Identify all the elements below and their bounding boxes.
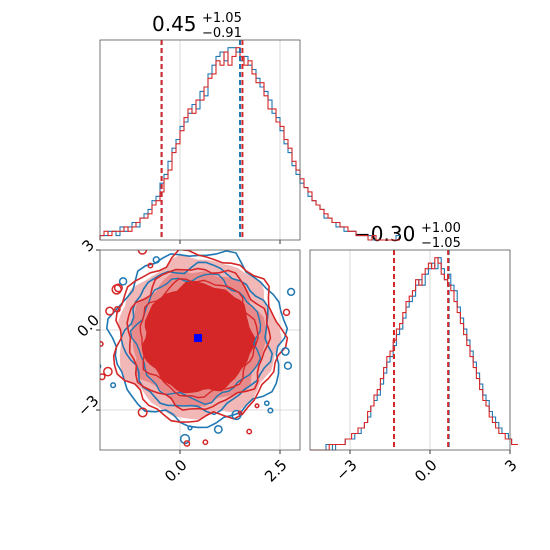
contour-line-red-inner [139, 278, 259, 399]
x-tick-label: 3 [501, 456, 520, 475]
x-tick-label: −3 [332, 456, 360, 484]
title-y-median: −0.30 [354, 222, 415, 246]
contour-island [213, 424, 223, 434]
contour-island [100, 373, 106, 381]
marginal-y-panel: −3 0.0 3 [309, 249, 521, 486]
contour-island [237, 410, 243, 416]
contour-island [282, 308, 291, 317]
contour-island [137, 407, 148, 418]
marginal-x-panel [99, 39, 400, 244]
truth-marker [194, 334, 202, 342]
histogram-series-red [99, 47, 400, 241]
contour-island [281, 347, 290, 356]
histogram-series-blue [99, 47, 400, 241]
x-tick-label: 2.5 [261, 456, 291, 486]
histogram-series-blue [310, 257, 518, 451]
contour-line-red-outer [112, 250, 289, 423]
contour-island [100, 363, 102, 370]
contour-line-blue-inner [129, 273, 262, 406]
panel-frame [99, 249, 301, 451]
contour-island [187, 425, 193, 431]
contour-island [147, 262, 154, 269]
title-x-minus: −0.91 [202, 26, 242, 41]
contour-island [100, 313, 101, 315]
contour-island [263, 400, 270, 407]
contour-island [183, 440, 191, 447]
y-tick-label: 3 [79, 236, 98, 255]
title-x: 0.45 +1.05 −0.91 [152, 11, 242, 41]
contour-island [254, 403, 260, 409]
contour-island [152, 256, 161, 264]
contour-island [105, 306, 115, 316]
contour-island [114, 305, 121, 313]
contour-island [111, 284, 122, 295]
contour-island [118, 277, 128, 286]
x-tick-label: 0.0 [161, 456, 191, 486]
contour-island [137, 250, 148, 255]
contour-island [267, 407, 274, 414]
title-x-plus: +1.05 [202, 11, 242, 26]
contour-line-red-mid [126, 267, 272, 411]
panel-frame [99, 39, 301, 241]
y-tick-label: 0.0 [73, 311, 103, 341]
contour-island [286, 287, 296, 297]
title-y-plus: +1.00 [421, 221, 461, 236]
y-tick-label: −3 [74, 392, 102, 420]
contour-island [283, 361, 293, 370]
panel-frame [309, 249, 511, 451]
x-tick-label: 0.0 [411, 456, 441, 486]
contour-island [113, 283, 123, 293]
title-x-median: 0.45 [152, 12, 197, 36]
contour-layer [100, 250, 300, 450]
contour-island [100, 340, 104, 347]
contour-island [110, 382, 117, 389]
histogram-series-red [310, 257, 518, 451]
contour-island [202, 439, 209, 446]
joint-contour-panel: 0.0 2.5 −3 0.0 3 [73, 236, 301, 486]
contour-island [246, 428, 253, 435]
title-y: −0.30 +1.00 −1.05 [354, 221, 461, 251]
title-y-minus: −1.05 [421, 236, 461, 251]
contour-island [103, 366, 113, 377]
